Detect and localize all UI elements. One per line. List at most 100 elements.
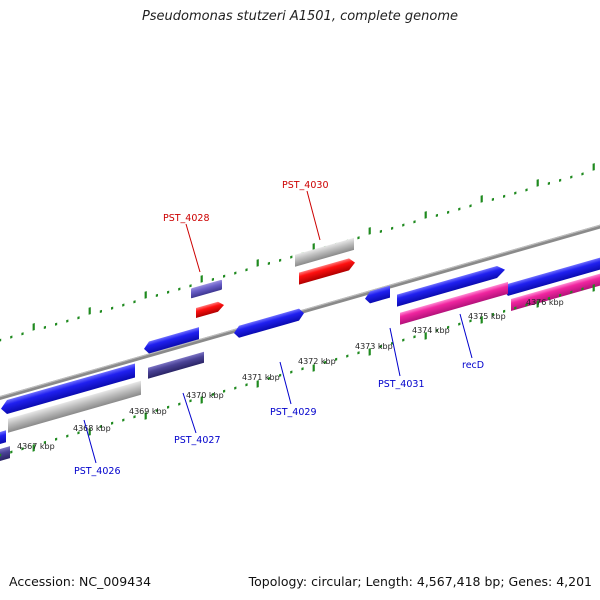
gene-reverse-small[interactable] [365,285,390,305]
major-tick [32,323,35,331]
minor-tick [379,229,382,234]
kbp-label: 4374 kbp [412,326,450,335]
minor-tick [111,306,114,310]
minor-tick [458,322,461,326]
gene-label-PST_4028[interactable]: PST_4028 [163,213,210,224]
reverse-tick-track [0,284,595,457]
gene-label-PST_4031[interactable]: PST_4031 [378,379,425,390]
minor-tick [55,437,58,441]
minor-tick [99,309,103,313]
minor-tick [290,255,293,259]
gene-PST_4027-upper[interactable] [144,327,199,355]
gene-label-PST_4029[interactable]: PST_4029 [270,407,317,418]
minor-tick [346,354,349,358]
major-tick [88,307,91,315]
major-tick [536,300,539,308]
gene-forward-1[interactable] [397,264,505,307]
major-tick [200,275,203,283]
gene-PST_4027-lower[interactable] [148,351,204,379]
major-tick [256,380,259,388]
minor-tick [469,204,472,208]
minor-tick [77,431,80,435]
minor-tick [245,383,248,387]
gene-reverse-big[interactable] [1,363,135,415]
minor-tick [189,399,192,403]
minor-tick [514,306,517,310]
leader-PST_4030 [306,190,321,241]
minor-tick [178,402,181,406]
gene-PST_4030-arrow[interactable] [299,257,355,285]
minor-tick [435,328,438,333]
kbp-label: 4367 kbp [17,442,55,451]
minor-tick [167,290,170,294]
minor-tick [155,408,159,413]
minor-tick [469,319,472,323]
minor-tick [55,322,58,326]
gene-PST_4029[interactable] [234,307,304,339]
kbp-label: 4375 kbp [468,312,506,321]
minor-tick [581,287,584,291]
minor-tick [447,325,450,329]
minor-tick [223,389,226,393]
forward-genes [191,237,600,319]
gene-recD[interactable] [400,281,508,325]
minor-tick [402,223,405,227]
gene-pink-right[interactable] [511,272,600,312]
minor-tick [503,309,506,313]
minor-tick [357,351,360,355]
minor-tick [189,284,192,288]
major-tick [368,227,371,235]
minor-tick [547,181,550,186]
major-tick [256,259,259,267]
minor-tick [514,191,517,195]
minor-tick [491,312,494,317]
gene-PST_4026-pseudo[interactable] [8,380,141,433]
kbp-label: 4371 kbp [242,373,280,382]
minor-tick [525,188,528,192]
gene-forward-2[interactable] [504,256,600,297]
minor-tick [178,287,181,291]
kbp-labels: 4367 kbp 4368 kbp 4369 kbp 4370 kbp 4371… [17,298,564,451]
gene-PST_4028-arrow[interactable] [196,300,224,319]
minor-tick [458,207,461,211]
minor-tick [66,434,69,438]
minor-tick [570,175,573,179]
gene-PST_4028-upper[interactable] [191,279,222,299]
major-tick [424,211,427,219]
major-tick [312,364,315,372]
minor-tick [234,386,237,390]
leader-PST_4031 [389,327,401,377]
minor-tick [43,440,46,444]
map-title: Pseudomonas stutzeri A1501, complete gen… [141,9,459,24]
gene-label-PST_4027[interactable]: PST_4027 [174,435,221,446]
minor-tick [402,338,405,342]
gene-left-stub-navy[interactable] [0,446,10,461]
major-tick [480,195,483,203]
minor-tick [447,210,450,214]
major-tick [424,332,427,340]
gene-label-PST_4030[interactable]: PST_4030 [282,180,329,191]
minor-tick [581,172,584,176]
gene-label-PST_4026[interactable]: PST_4026 [74,466,121,477]
minor-tick [245,268,248,272]
gene-labels: PST_4030 PST_4028 PST_4031 recD PST_4029… [74,180,484,477]
leader-PST_4029 [279,361,292,405]
kbp-label: 4376 kbp [526,298,564,307]
minor-tick [435,213,438,218]
gene-label-recD[interactable]: recD [462,360,484,371]
minor-tick [290,370,293,374]
major-tick [32,444,35,452]
minor-tick [99,424,103,428]
gene-PST_4030-pseudo[interactable] [295,237,354,267]
minor-tick [223,274,226,278]
minor-tick [491,197,494,202]
gene-left-stub-blue[interactable] [0,430,6,444]
minor-tick [570,290,573,294]
minor-tick [211,277,215,282]
major-tick [88,428,91,436]
reverse-genes [0,272,600,461]
major-tick [480,316,483,324]
minor-tick [234,271,237,275]
minor-tick [279,258,282,262]
major-tick [312,243,315,251]
